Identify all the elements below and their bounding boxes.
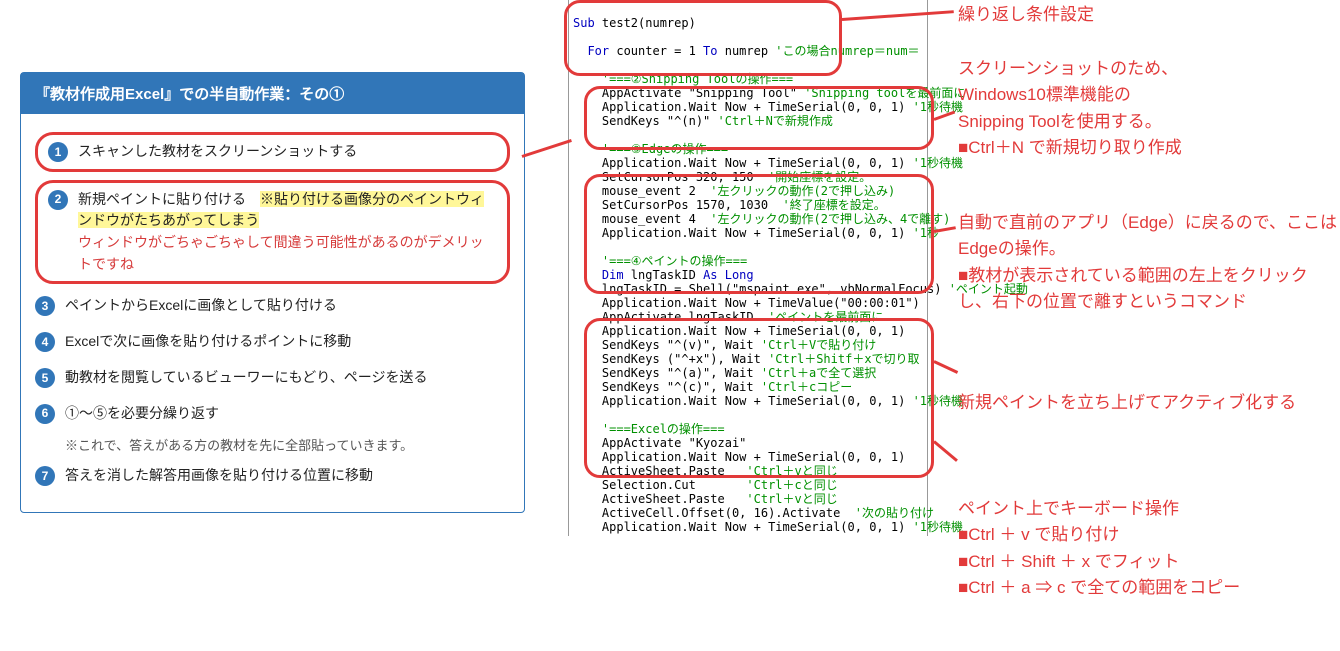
step-5: 5 動教材を閲覧しているビューワーにもどり、ページを送る — [35, 364, 510, 392]
anno-edge: 自動で直前のアプリ（Edge）に戻るので、ここはEdgeの操作。 ■教材が表示さ… — [958, 210, 1338, 315]
step-6: 6 ①～⑤を必要分繰り返す — [35, 400, 510, 428]
anno-paint-launch: 新規ペイントを立ち上げてアクティブ化する — [958, 390, 1338, 416]
anno-repeat: 繰り返し条件設定 — [958, 2, 1338, 28]
step-num-1: 1 — [48, 142, 68, 162]
step-2: 2 新規ペイントに貼り付ける ※貼り付ける画像分のペイントウィンドウがたちあがっ… — [35, 180, 510, 285]
step-text-1: スキャンした教材をスクリーンショットする — [78, 141, 497, 163]
step-num-5: 5 — [35, 368, 55, 388]
anno-paint-keys: ペイント上でキーボード操作 ■Ctrl ＋ v で貼り付け ■Ctrl ＋ Sh… — [958, 496, 1338, 601]
step-7: 7 答えを消した解答用画像を貼り付ける位置に移動 — [35, 462, 510, 490]
connector-paint1 — [933, 360, 958, 374]
anno-snipping: スクリーンショットのため、 Windows10標準機能の Snipping To… — [958, 56, 1338, 161]
step-2-pre: 新規ペイントに貼り付ける — [78, 191, 260, 207]
step-1: 1 スキャンした教材をスクリーンショットする — [35, 132, 510, 172]
step-text-3: ペイントからExcelに画像として貼り付ける — [65, 295, 510, 317]
step-num-2: 2 — [48, 190, 68, 210]
panel-body: 1 スキャンした教材をスクリーンショットする 2 新規ペイントに貼り付ける ※貼… — [21, 114, 524, 512]
step-text-4: Excelで次に画像を貼り付けるポイントに移動 — [65, 331, 510, 353]
step-num-3: 3 — [35, 296, 55, 316]
panel-title: 『教材作成用Excel』での半自動作業：その① — [21, 73, 524, 114]
connector-step1 — [522, 139, 572, 158]
step-text-6: ①～⑤を必要分繰り返す — [65, 403, 510, 425]
instruction-panel: 『教材作成用Excel』での半自動作業：その① 1 スキャンした教材をスクリーン… — [20, 72, 525, 513]
vba-code-block: Sub test2(numrep) For counter = 1 To num… — [568, 0, 928, 536]
step-num-6: 6 — [35, 404, 55, 424]
connector-paint2 — [933, 440, 958, 462]
step-text-5: 動教材を閲覧しているビューワーにもどり、ページを送る — [65, 367, 510, 389]
step-num-7: 7 — [35, 466, 55, 486]
step-text-7: 答えを消した解答用画像を貼り付ける位置に移動 — [65, 465, 510, 487]
step-text-2: 新規ペイントに貼り付ける ※貼り付ける画像分のペイントウィンドウがたちあがってし… — [78, 189, 497, 276]
step-3: 3 ペイントからExcelに画像として貼り付ける — [35, 292, 510, 320]
step-6-sub: ※これで、答えがある方の教材を先に全部貼っていきます。 — [65, 435, 510, 454]
step-2-warn: ウィンドウがごちゃごちゃして間違う可能性があるのがデメリットですね — [78, 232, 497, 275]
step-4: 4 Excelで次に画像を貼り付けるポイントに移動 — [35, 328, 510, 356]
step-num-4: 4 — [35, 332, 55, 352]
